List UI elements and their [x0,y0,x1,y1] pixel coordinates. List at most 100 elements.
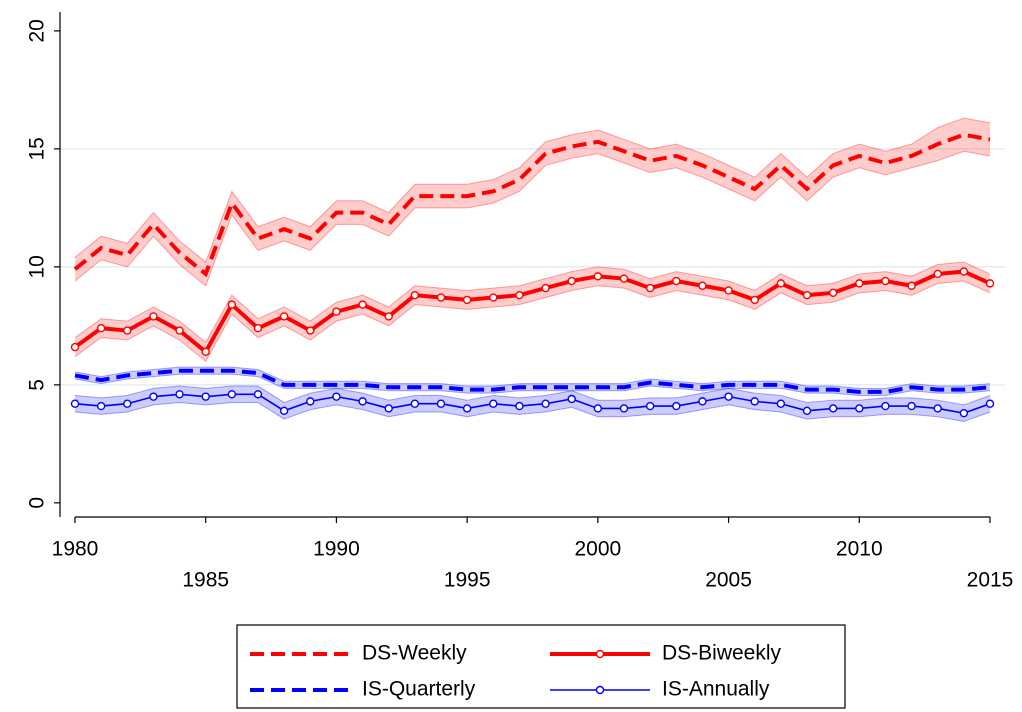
band-edge [74,373,991,396]
marker [672,401,681,411]
marker [123,326,132,335]
marker [907,401,916,411]
marker [750,295,759,305]
marker [175,326,184,335]
y-tick-label: 10 [26,255,49,278]
y-tick-label: 20 [26,19,49,42]
marker [175,390,184,399]
marker [933,404,942,413]
x-tick-label: 1990 [313,538,360,561]
marker [959,267,969,276]
marker [149,392,158,401]
legend-marker [595,685,605,695]
x-tick-label: 1995 [444,569,491,592]
confidence-band [75,367,990,396]
marker [593,404,603,413]
marker [358,300,367,309]
marker [907,281,916,290]
series-line [73,269,991,355]
marker [698,397,707,406]
marker [750,397,759,406]
marker [698,281,707,290]
legend-label: IS-Annually [662,678,770,701]
marker [515,290,524,300]
marker [96,324,106,333]
marker [724,286,733,295]
marker [776,399,786,408]
marker [567,394,576,404]
marker [201,347,210,357]
marker [645,283,655,293]
band-edge [74,117,991,263]
marker [645,401,655,411]
y-tick-label: 0 [26,497,49,509]
marker [70,399,80,408]
x-tick-label: 2000 [574,538,621,561]
legend-marker [595,649,605,659]
confidence-band [75,386,990,422]
marker [410,290,420,300]
marker [253,390,263,399]
marker [96,401,106,411]
series-line [74,368,991,394]
marker [489,399,498,408]
marker [436,293,446,302]
marker [855,279,864,288]
confidence-band [75,262,990,362]
marker [881,401,890,411]
marker [306,397,315,406]
series-line [74,393,991,414]
band-edge [74,261,991,344]
x-tick-label: 2015 [967,569,1014,592]
marker [724,392,733,401]
marker [515,401,524,411]
series-line [73,132,991,278]
marker [593,272,603,281]
marker [149,312,158,321]
marker [541,399,550,408]
marker [384,404,393,413]
x-tick-label: 1980 [52,538,99,561]
marker [567,276,576,286]
marker [828,288,838,298]
band-edge [74,385,991,406]
marker [384,312,393,321]
band-edge [74,366,991,389]
marker [802,406,812,416]
marker [358,397,367,406]
marker [253,324,263,333]
y-tick-label: 5 [26,379,49,391]
marker [619,274,629,283]
band-edge [74,280,991,363]
marker [462,404,472,413]
marker [881,276,890,286]
marker [541,283,550,293]
legend-box [236,624,846,709]
marker [776,279,786,288]
marker [410,399,420,408]
legend-label: IS-Quarterly [362,678,476,701]
marker [802,290,812,300]
band-edge [74,150,991,287]
marker [933,269,942,279]
marker [279,406,289,416]
legend-label: DS-Biweekly [662,642,782,665]
marker [462,295,472,305]
marker [828,404,838,413]
marker [279,312,289,321]
marker [985,399,995,408]
marker [985,279,995,288]
legend-label: DS-Weekly [362,642,467,665]
marker [332,392,341,401]
marker [123,399,132,408]
marker [959,408,969,418]
x-tick-label: 1985 [182,569,229,592]
band-edge [74,402,991,422]
marker [306,326,315,335]
marker [436,399,446,408]
marker [227,300,237,309]
y-tick-label: 15 [26,137,49,160]
marker [855,404,864,413]
marker [489,293,498,302]
